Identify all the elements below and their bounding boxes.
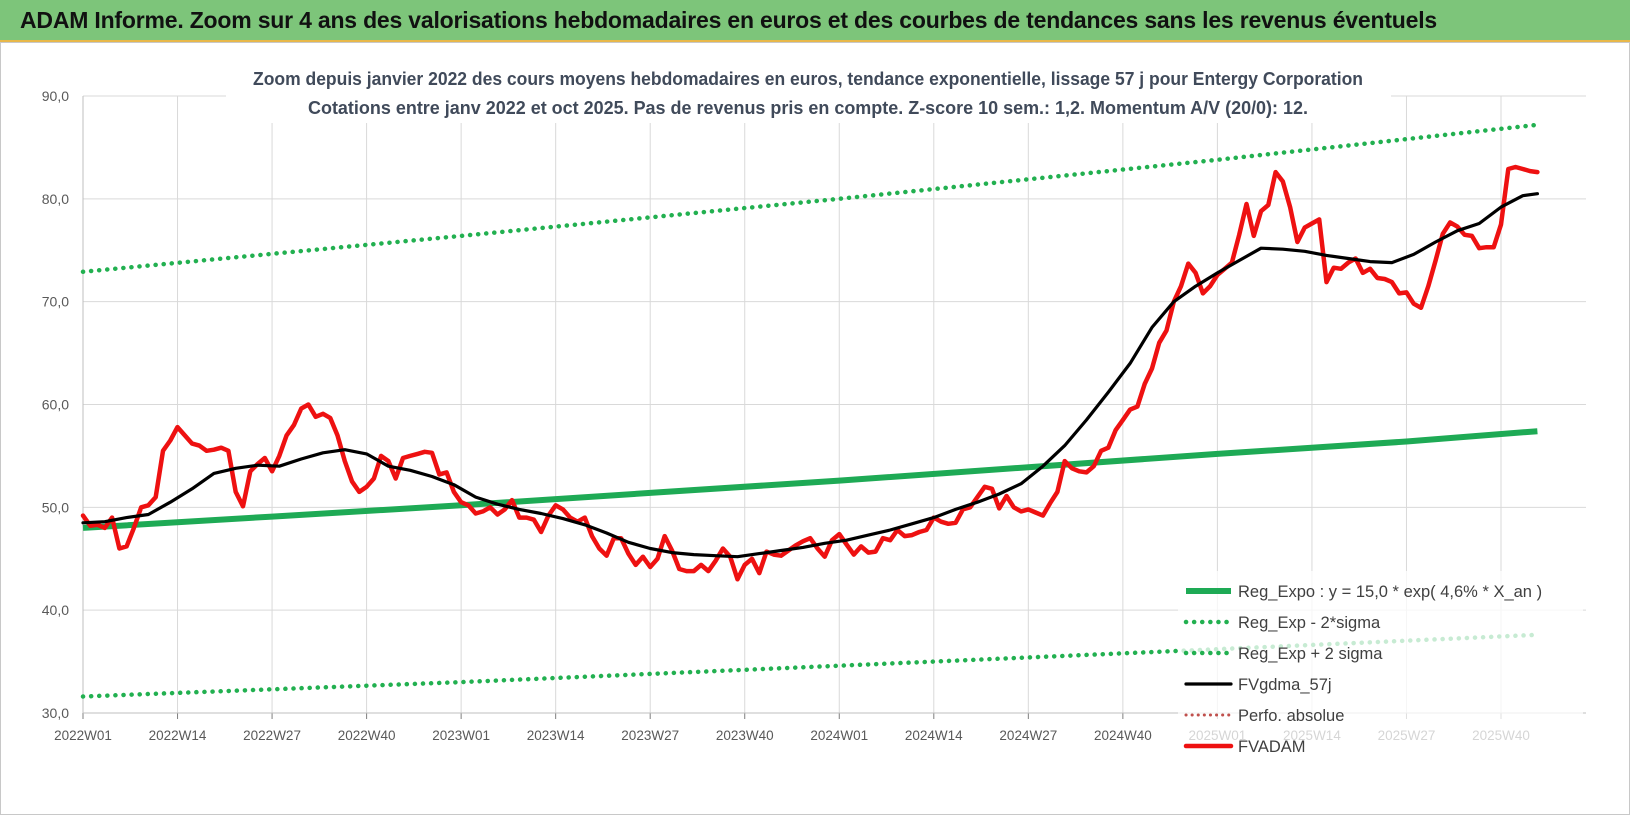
banner-title: ADAM Informe. Zoom sur 4 ans des valoris… xyxy=(20,7,1438,33)
legend-label: Reg_Exp + 2 sigma xyxy=(1238,645,1383,663)
legend: Reg_Expo : y = 15,0 * exp( 4,6% * X_an )… xyxy=(1178,571,1583,763)
series-fvadam xyxy=(80,164,1540,582)
x-tick-label: 2023W01 xyxy=(432,728,490,743)
x-tick-label: 2024W40 xyxy=(1094,728,1152,743)
y-tick-label: 70,0 xyxy=(42,294,69,310)
x-tick-label: 2024W14 xyxy=(905,728,963,743)
legend-label: Perfo. absolue xyxy=(1238,707,1344,725)
line-chart: 30,0 40,0 50,0 60,0 70,0 80,0 90,0 2022W01 2022… xyxy=(42,61,1586,763)
series-fvgdma-57j xyxy=(81,192,1540,559)
x-tick-label: 2022W27 xyxy=(243,728,301,743)
chart-area: 30,0 40,0 50,0 60,0 70,0 80,0 90,0 2022W01 2022… xyxy=(0,42,1630,815)
legend-label: Reg_Expo : y = 15,0 * exp( 4,6% * X_an ) xyxy=(1238,583,1542,601)
y-tick-label: 80,0 xyxy=(42,191,69,207)
y-tick-label: 90,0 xyxy=(42,88,69,104)
legend-label: FVgdma_57j xyxy=(1238,676,1332,694)
x-tick-label: 2023W14 xyxy=(527,728,585,743)
y-tick-label: 30,0 xyxy=(42,705,69,721)
y-tick-label: 60,0 xyxy=(42,397,69,413)
chart-subtitle: Cotations entre janv 2022 et oct 2025. P… xyxy=(308,98,1308,118)
x-tick-label: 2023W27 xyxy=(621,728,679,743)
series-reg-minus-2sigma xyxy=(80,632,1540,699)
title-backdrop xyxy=(226,61,1391,123)
x-tick-label: 2024W01 xyxy=(810,728,868,743)
series-reg-expo xyxy=(82,428,1538,531)
series-lines xyxy=(80,122,1540,699)
y-tick-label: 40,0 xyxy=(42,602,69,618)
x-tick-label: 2022W01 xyxy=(54,728,112,743)
chart-title: Zoom depuis janvier 2022 des cours moyen… xyxy=(253,69,1363,89)
x-tick-label: 2024W27 xyxy=(999,728,1057,743)
series-reg-plus-2sigma xyxy=(80,122,1540,275)
legend-backdrop xyxy=(1178,571,1583,763)
x-tick-label: 2023W40 xyxy=(716,728,774,743)
x-tick-label: 2022W40 xyxy=(338,728,396,743)
legend-label: Reg_Exp - 2*sigma xyxy=(1238,614,1381,632)
x-tick-label: 2022W14 xyxy=(149,728,207,743)
legend-label: FVADAM xyxy=(1238,738,1306,756)
title-banner: ADAM Informe. Zoom sur 4 ans des valoris… xyxy=(0,0,1630,42)
y-tick-label: 50,0 xyxy=(42,499,69,515)
y-axis-ticks: 30,0 40,0 50,0 60,0 70,0 80,0 90,0 xyxy=(42,88,69,721)
chart-titles: Zoom depuis janvier 2022 des cours moyen… xyxy=(226,61,1391,123)
